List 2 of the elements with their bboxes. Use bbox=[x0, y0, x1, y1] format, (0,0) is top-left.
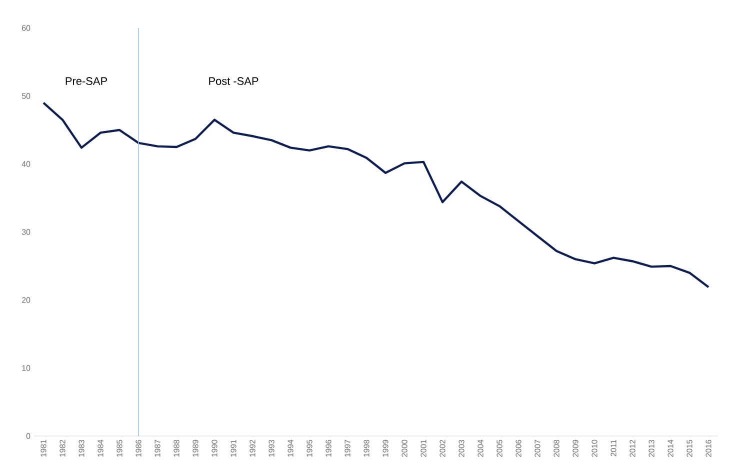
annotation: Post -SAP bbox=[209, 77, 258, 85]
annotation: Pre-SAP bbox=[66, 77, 107, 85]
